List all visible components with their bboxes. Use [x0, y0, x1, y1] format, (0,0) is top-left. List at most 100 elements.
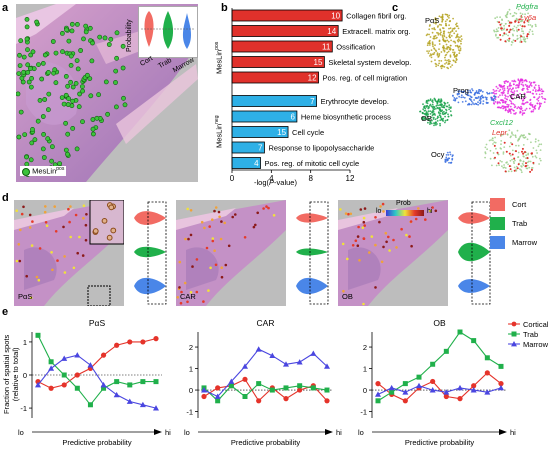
- meslin-spot: [68, 79, 73, 85]
- umap-cell: [538, 143, 541, 146]
- umap-cell: [513, 11, 516, 14]
- meslin-spot: [49, 158, 54, 164]
- meslin-spot: [24, 36, 30, 42]
- umap-cell: [499, 23, 502, 26]
- umap-cell: [434, 121, 437, 124]
- umap-cell: [443, 66, 446, 68]
- meslin-spot: [106, 42, 112, 47]
- umap-cell: [527, 153, 529, 156]
- umap-cell: [439, 109, 441, 112]
- umap-cell: [494, 156, 496, 159]
- umap-cell: [461, 101, 464, 103]
- prob-spot: [207, 289, 210, 292]
- meslin-spot: [108, 36, 114, 42]
- umap-cell: [431, 119, 433, 122]
- point-trab: [256, 381, 262, 387]
- meslin-spot: [90, 117, 96, 122]
- prob-spot: [220, 220, 223, 223]
- legend-label: Marrow: [523, 340, 549, 349]
- meslin-spot: [70, 98, 75, 104]
- umap-cell: [444, 63, 446, 65]
- umap-cell: [513, 162, 515, 165]
- point-cortical: [375, 381, 381, 387]
- series-line: [203, 382, 328, 402]
- umap-cell: [452, 95, 454, 97]
- umap-cell: [512, 103, 515, 105]
- umap-cell: [429, 104, 431, 107]
- legend-label: Cortical: [523, 320, 549, 329]
- prob-spot: [53, 205, 56, 208]
- prob-spot: [370, 235, 374, 238]
- umap-cell: [520, 28, 523, 30]
- meslin-spot: [25, 47, 30, 53]
- umap-cell: [484, 146, 487, 149]
- prob-spot-zoom: [108, 204, 115, 211]
- meslin-spot: [25, 70, 31, 75]
- prob-spot: [400, 227, 403, 231]
- umap-cell: [447, 154, 450, 156]
- umap-cell: [440, 106, 443, 108]
- prob-colorbar: Prob lo hi: [374, 200, 442, 220]
- umap-cell: [436, 104, 439, 106]
- prob-lo: lo: [376, 208, 382, 215]
- go-bar-count: 11: [322, 43, 331, 52]
- umap-cell: [496, 20, 499, 23]
- umap-cell: [449, 27, 452, 30]
- point-marrow: [498, 384, 504, 391]
- meslin-spot: [122, 102, 128, 108]
- umap-cell: [488, 139, 491, 142]
- umap-cell: [485, 101, 488, 104]
- umap-cell: [471, 88, 473, 90]
- umap-cell: [513, 157, 516, 160]
- point-trab: [498, 363, 504, 369]
- prob-spot: [223, 221, 226, 225]
- umap-cell: [495, 92, 498, 95]
- umap-cell: [454, 45, 457, 47]
- umap-cell: [538, 96, 541, 98]
- series-line: [37, 338, 157, 389]
- umap-cell: [434, 59, 436, 61]
- umap-cell: [541, 95, 543, 98]
- umap-cell: [428, 33, 430, 36]
- umap-cell: [504, 23, 507, 25]
- umap-cell: [440, 60, 443, 62]
- umap-cell: [430, 116, 433, 119]
- umap-cell: [492, 152, 495, 154]
- umap-cell: [442, 49, 445, 51]
- umap-cell: [501, 160, 503, 163]
- umap-cell: [499, 34, 502, 36]
- umap-cell: [440, 100, 443, 103]
- point-trab: [457, 329, 463, 335]
- meslin-spot: [87, 76, 93, 81]
- umap-cell: [443, 102, 446, 105]
- umap-cell: [538, 106, 541, 109]
- series-line: [203, 378, 328, 402]
- point-marrow: [416, 382, 422, 389]
- meslin-spot: [41, 131, 46, 137]
- meslin-spot: [34, 19, 39, 25]
- prob-spot: [362, 302, 365, 306]
- umap-cell: [528, 19, 530, 22]
- umap-cell: [453, 54, 455, 56]
- go-bar: [231, 95, 317, 107]
- umap-cell: [507, 80, 509, 83]
- umap-cell: [444, 13, 447, 16]
- umap-cell: [502, 153, 505, 155]
- panel-label-b: b: [221, 2, 228, 14]
- go-bar: [231, 110, 298, 123]
- umap-cell: [538, 102, 541, 104]
- chart-e-title: PαS: [89, 318, 106, 328]
- prob-spot: [252, 225, 256, 229]
- umap-cell: [433, 122, 435, 124]
- prob-gradient: [386, 210, 424, 216]
- umap-label-car: CAR: [510, 92, 526, 101]
- go-bar: [231, 25, 339, 37]
- umap-cell: [438, 15, 441, 18]
- umap-cell: [435, 21, 438, 24]
- umap-cell: [525, 154, 528, 157]
- umap-cell: [513, 92, 515, 94]
- umap-cell: [446, 39, 449, 42]
- meslin-spot: [22, 132, 28, 137]
- prob-spot: [51, 268, 54, 272]
- umap-cell: [506, 85, 509, 88]
